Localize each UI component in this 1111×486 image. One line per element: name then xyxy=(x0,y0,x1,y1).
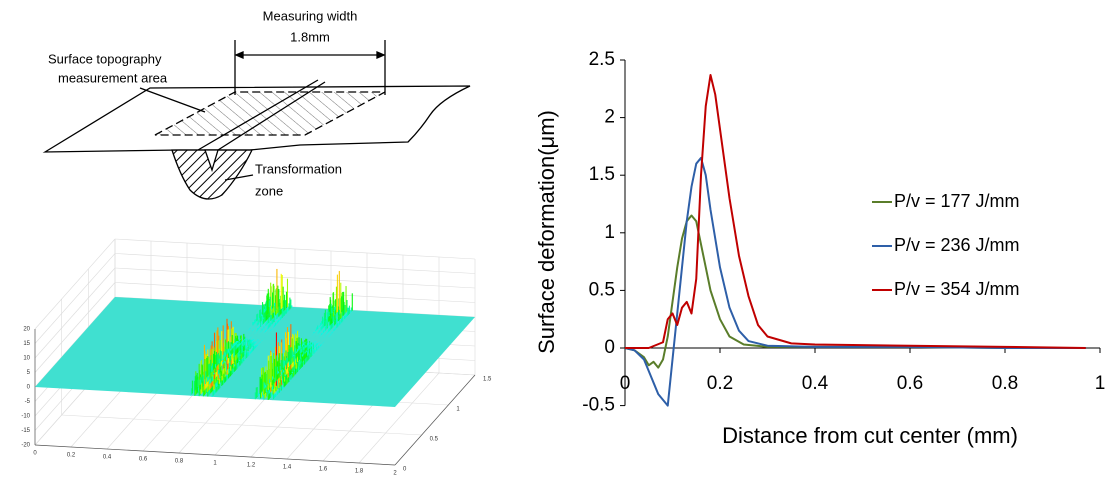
z-tick-label: 0 xyxy=(27,385,31,391)
grid-line xyxy=(34,238,116,330)
series-line xyxy=(625,73,1086,349)
x-tick-label: 2 xyxy=(393,471,397,477)
surface-plot: 0 0.2 0.4 0.6 0.8 1 1.2 1.4 1.6 1.8 200.511.5-20-1… xyxy=(21,238,492,477)
grid-line xyxy=(114,253,476,274)
y-tick-label: 0.5 xyxy=(430,437,439,443)
leader-line xyxy=(224,174,254,181)
legend-label: P/v = 177 J/mm xyxy=(894,191,1020,211)
grid-line xyxy=(358,372,440,464)
z-tick-label: 15 xyxy=(23,341,30,347)
x-tick-label: 1.8 xyxy=(355,469,364,475)
x-tick-label: 0.4 xyxy=(103,455,112,461)
transformation-zone xyxy=(171,149,254,200)
y-tick-label: 0.5 xyxy=(589,279,615,300)
zone-label: zone xyxy=(255,183,283,198)
z-tick-label: 10 xyxy=(23,356,30,362)
dimension-value: 1.8mm xyxy=(290,29,330,44)
x-tick-label: 1.2 xyxy=(247,463,256,469)
area-label: Surface topography xyxy=(48,51,162,66)
x-tick-label: 1 xyxy=(213,461,217,467)
x-tick-label: 1.4 xyxy=(283,465,292,471)
grid-line xyxy=(114,282,476,303)
zone-label: Transformation xyxy=(255,161,342,176)
x-tick-label: 0.8 xyxy=(175,459,184,465)
grid-line xyxy=(61,414,422,436)
series-line xyxy=(624,156,1086,407)
y-axis-title: Surface deformation(μm) xyxy=(534,110,559,354)
x-tick-label: 0.6 xyxy=(897,373,923,394)
z-tick-label: 20 xyxy=(23,327,30,333)
z-tick-label: -15 xyxy=(21,428,30,434)
y-tick-label: -0.5 xyxy=(582,395,615,416)
y-tick-label: 1 xyxy=(604,222,615,243)
z-tick-label: -5 xyxy=(25,399,31,405)
x-tick-label: 1 xyxy=(1095,373,1106,394)
x-tick-label: 0.8 xyxy=(992,373,1018,394)
surface-plane xyxy=(35,297,475,407)
groove xyxy=(204,149,219,173)
z-tick-label: 5 xyxy=(27,370,31,376)
y-tick-label: 2.5 xyxy=(589,49,615,70)
y-tick-label: 1.5 xyxy=(589,164,615,185)
axis-line xyxy=(34,444,396,466)
dimension-label: Measuring width xyxy=(263,8,358,23)
z-tick-label: -10 xyxy=(21,414,30,420)
grid-line xyxy=(114,267,476,289)
leader-line xyxy=(139,87,206,113)
cut-line xyxy=(197,79,326,151)
x-tick-label: 0 xyxy=(620,373,631,394)
y-tick-label: 0 xyxy=(403,467,407,473)
x-tick-label: 0.4 xyxy=(802,373,829,394)
x-tick-label: 0.2 xyxy=(707,373,733,394)
grid-line xyxy=(34,267,116,359)
grid-line xyxy=(114,238,476,260)
x-tick-label: 0.2 xyxy=(67,453,76,459)
grid-line xyxy=(34,253,116,344)
grid-line xyxy=(34,282,116,373)
area-label: measurement area xyxy=(58,70,168,85)
x-tick-label: 0.6 xyxy=(139,457,148,463)
legend-label: P/v = 236 J/mm xyxy=(894,235,1020,255)
y-tick-label: 2 xyxy=(604,107,615,128)
x-tick-label: 1.6 xyxy=(319,467,328,473)
z-tick-label: -20 xyxy=(21,443,30,449)
y-tick-label: 1 xyxy=(456,407,460,413)
y-tick-label: 1.5 xyxy=(483,377,492,383)
y-tick-label: 0 xyxy=(604,337,615,358)
axis-line xyxy=(394,374,476,466)
legend-label: P/v = 354 J/mm xyxy=(894,279,1020,299)
schematic xyxy=(42,40,471,200)
series-line xyxy=(624,214,1086,369)
x-axis-title: Distance from cut center (mm) xyxy=(722,423,1018,448)
arrow-head xyxy=(234,51,386,59)
x-tick-label: 0 xyxy=(33,451,37,457)
